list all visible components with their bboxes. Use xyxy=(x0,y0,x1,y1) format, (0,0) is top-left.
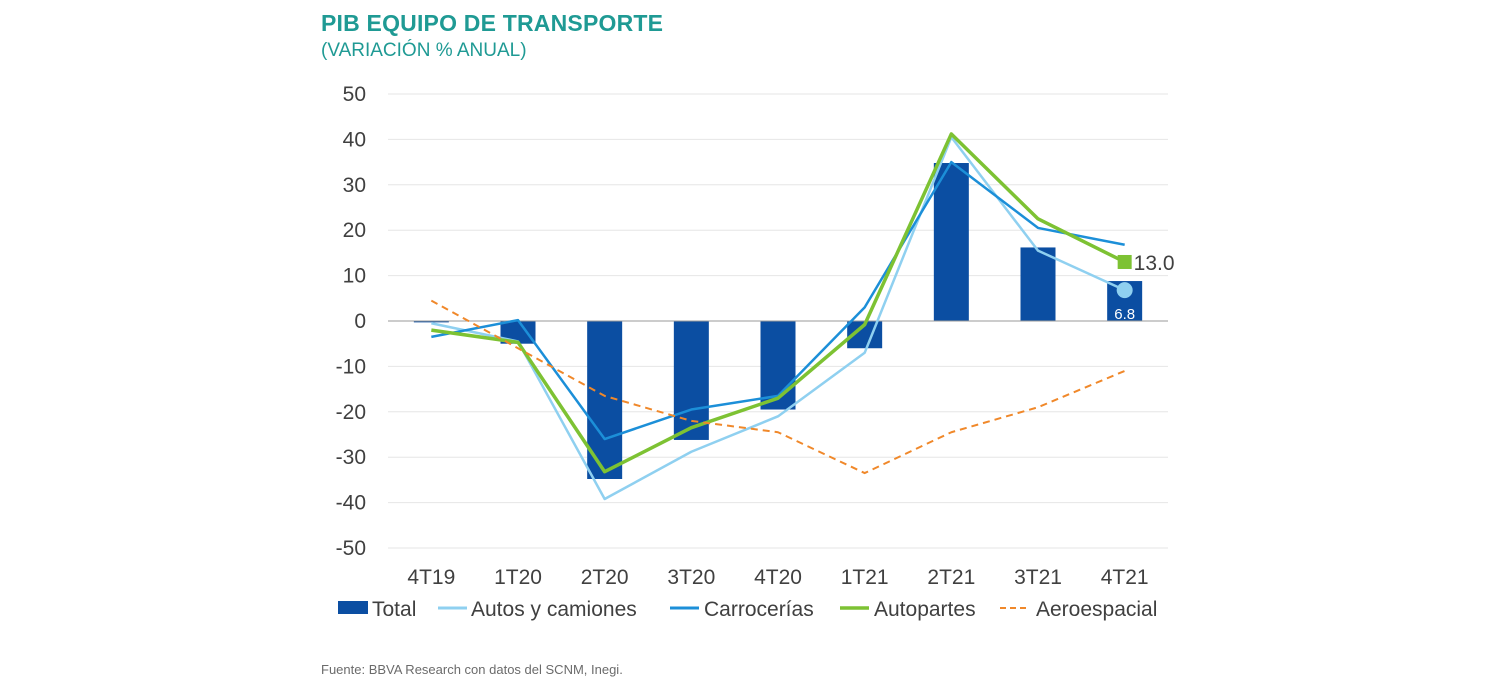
y-tick-label: 50 xyxy=(343,83,366,106)
source-note: Fuente: BBVA Research con datos del SCNM… xyxy=(321,662,623,677)
bar-total xyxy=(1020,247,1056,321)
legend-label-autos: Autos y camiones xyxy=(471,598,637,621)
marker-autos xyxy=(1116,282,1133,299)
legend-label-carrocerias: Carrocerías xyxy=(704,598,814,621)
line-aeroespacial xyxy=(430,299,1126,475)
annotation-autopartes: 13.0 xyxy=(1134,252,1175,275)
x-tick-label: 1T21 xyxy=(841,566,889,589)
y-tick-label: 0 xyxy=(354,310,366,333)
annotations: 13.0 6.8 xyxy=(1114,252,1174,323)
x-tick-label: 1T20 xyxy=(494,566,542,589)
x-tick-label: 2T20 xyxy=(581,566,629,589)
y-tick-label: -30 xyxy=(336,446,366,469)
x-tick-label: 4T20 xyxy=(754,566,802,589)
x-axis-ticks: 4T19 1T20 2T20 3T20 4T20 1T21 2T21 3T21 4T21 xyxy=(407,566,1148,589)
y-tick-label: -40 xyxy=(336,492,366,515)
legend-label-total: Total xyxy=(372,598,416,621)
bar-total xyxy=(933,163,969,321)
annotation-autos: 6.8 xyxy=(1114,306,1135,323)
bar-total xyxy=(413,321,449,323)
y-tick-label: -10 xyxy=(336,355,366,378)
chart-title: PIB EQUIPO DE TRANSPORTE xyxy=(321,10,664,36)
y-tick-label: 30 xyxy=(343,174,366,197)
y-tick-label: -20 xyxy=(336,401,366,424)
legend: Total Autos y camiones Carrocerías Autopart… xyxy=(338,598,1157,621)
legend-label-aeroespacial: Aeroespacial xyxy=(1036,598,1157,621)
bar-total xyxy=(500,321,536,344)
series-lines xyxy=(430,132,1126,501)
y-tick-label: -50 xyxy=(336,537,366,560)
legend-swatch-total xyxy=(338,601,368,614)
y-tick-label: 40 xyxy=(343,128,366,151)
y-tick-label: 10 xyxy=(343,265,366,288)
x-tick-label: 2T21 xyxy=(927,566,975,589)
marker-autopartes xyxy=(1117,254,1132,269)
y-axis-ticks: 50 40 30 20 10 0 -10 -20 -30 -40 -50 xyxy=(336,83,366,560)
chart-subtitle: (VARIACIÓN % ANUAL) xyxy=(321,40,527,61)
x-tick-label: 3T21 xyxy=(1014,566,1062,589)
bar-total xyxy=(673,321,709,440)
line-autos xyxy=(431,135,1126,501)
x-tick-label: 4T19 xyxy=(407,566,455,589)
x-tick-label: 4T21 xyxy=(1101,566,1149,589)
x-tick-label: 3T20 xyxy=(667,566,715,589)
legend-label-autopartes: Autopartes xyxy=(874,598,976,621)
line-autopartes xyxy=(431,132,1126,474)
y-tick-label: 20 xyxy=(343,219,366,242)
